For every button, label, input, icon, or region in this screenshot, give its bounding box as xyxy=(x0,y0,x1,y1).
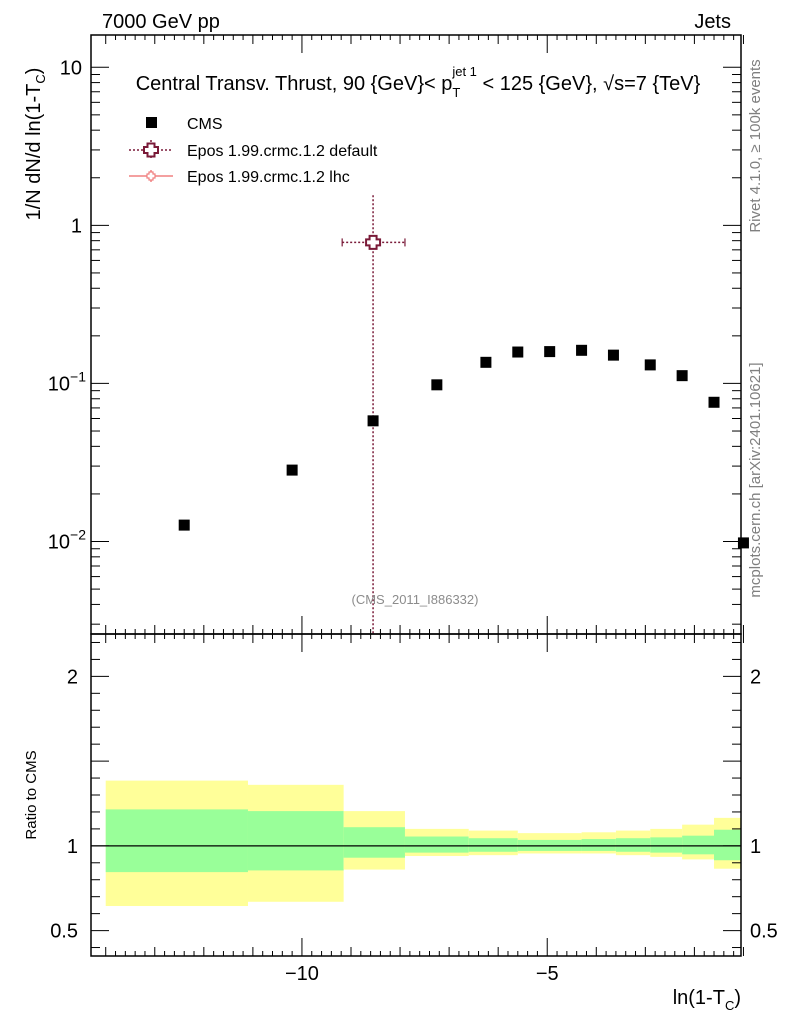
y-axis-label: 1/N dN/d ln(1-TC) xyxy=(23,68,48,221)
cms-data-point xyxy=(708,396,720,408)
ratio-axis-label: Ratio to CMS xyxy=(23,750,40,839)
legend-default-label: Epos 1.99.crmc.1.2 default xyxy=(187,143,378,160)
ratio-band-inner xyxy=(105,809,248,873)
x-tick-label: −10 xyxy=(285,963,319,985)
title-text-pre: Central Transv. Thrust, 90 {GeV}< p xyxy=(136,73,453,95)
cms-data-point xyxy=(644,359,656,371)
ratio-tick-label-left: 1 xyxy=(67,836,78,858)
main-data-layer xyxy=(178,195,749,634)
x-axis-label-sub: C xyxy=(725,998,734,1013)
ratio-band-inner xyxy=(468,838,518,852)
x-tick-label: −5 xyxy=(536,963,559,985)
ratio-tick-label-right: 2 xyxy=(750,666,761,688)
ratio-axes: −10 −5 0.5 0.5 1 1 2 2 xyxy=(50,634,778,985)
ratio-panel: −10 −5 0.5 0.5 1 1 2 2 xyxy=(50,633,778,985)
y-tick-label: 10 xyxy=(60,57,82,79)
cms-data-point xyxy=(512,346,524,358)
chart-title: Central Transv. Thrust, 90 {GeV}< pTjet … xyxy=(136,64,701,100)
legend-cms-marker xyxy=(146,117,157,128)
y-tick-label-base: 10 xyxy=(48,373,70,395)
cms-data-point xyxy=(544,346,556,358)
y-tick-label: 10−1 xyxy=(48,368,86,395)
ratio-band-inner xyxy=(404,836,469,853)
ratio-band-inner xyxy=(650,837,683,853)
cms-data-point xyxy=(576,344,588,356)
cms-data-point xyxy=(431,379,443,391)
y-tick-label: 1 xyxy=(71,215,82,237)
legend: CMS Epos 1.99.crmc.1.2 default Epos 1.99… xyxy=(129,116,378,186)
ratio-tick-label-left: 2 xyxy=(67,666,78,688)
epos-default-point xyxy=(365,234,382,250)
cms-data-point xyxy=(480,356,492,368)
x-axis-label-text: ln(1-T xyxy=(673,987,725,1009)
y-axis-label-close: ) xyxy=(23,68,45,75)
y-tick-label-base: 10 xyxy=(48,532,70,554)
legend-default-marker xyxy=(129,140,173,160)
legend-cms-label: CMS xyxy=(187,116,223,133)
legend-lhc-marker xyxy=(129,170,173,182)
cms-data-point xyxy=(737,537,749,549)
analysis-watermark: (CMS_2011_I886332) xyxy=(352,592,479,607)
ratio-band-inner xyxy=(682,835,715,855)
ratio-tick-label-right: 1 xyxy=(750,836,761,858)
y-tick-label-exp: −2 xyxy=(70,527,86,543)
y-axis-label-text: 1/N dN/d ln(1-T xyxy=(23,84,45,221)
mcplots-label: mcplots.cern.ch [arXiv:2401.10621] xyxy=(747,362,764,597)
ratio-tick-label-left: 0.5 xyxy=(50,921,78,943)
cms-data-point xyxy=(286,464,298,476)
x-axis-label-close: ) xyxy=(734,987,741,1009)
header-energy: 7000 GeV pp xyxy=(102,11,220,33)
legend-lhc-label: Epos 1.99.crmc.1.2 lhc xyxy=(187,169,350,186)
ratio-data-layer xyxy=(91,780,741,907)
y-tick-label-exp: −1 xyxy=(70,368,86,384)
ratio-band-inner xyxy=(247,811,344,871)
ratio-tick-label-right: 0.5 xyxy=(750,921,778,943)
title-sup: jet 1 xyxy=(451,64,477,79)
cms-data-point xyxy=(607,349,619,361)
title-text-post: < 125 {GeV}, √s=7 {TeV} xyxy=(477,73,701,95)
x-axis-label: ln(1-TC) xyxy=(673,987,741,1013)
y-axis-label-sub: C xyxy=(33,74,48,83)
y-tick-label: 10−2 xyxy=(48,527,86,554)
cms-data-point xyxy=(367,415,379,427)
title-sub: T xyxy=(452,85,460,100)
rivet-label: Rivet 4.1.0, ≥ 100k events xyxy=(747,59,764,232)
header-process: Jets xyxy=(694,11,731,33)
cms-data-point xyxy=(178,519,190,531)
cms-data-point xyxy=(676,370,688,382)
ratio-band-inner xyxy=(343,827,405,858)
ratio-band-inner xyxy=(581,839,616,851)
ratio-band-inner xyxy=(714,829,741,861)
ratio-band-inner xyxy=(615,838,651,852)
